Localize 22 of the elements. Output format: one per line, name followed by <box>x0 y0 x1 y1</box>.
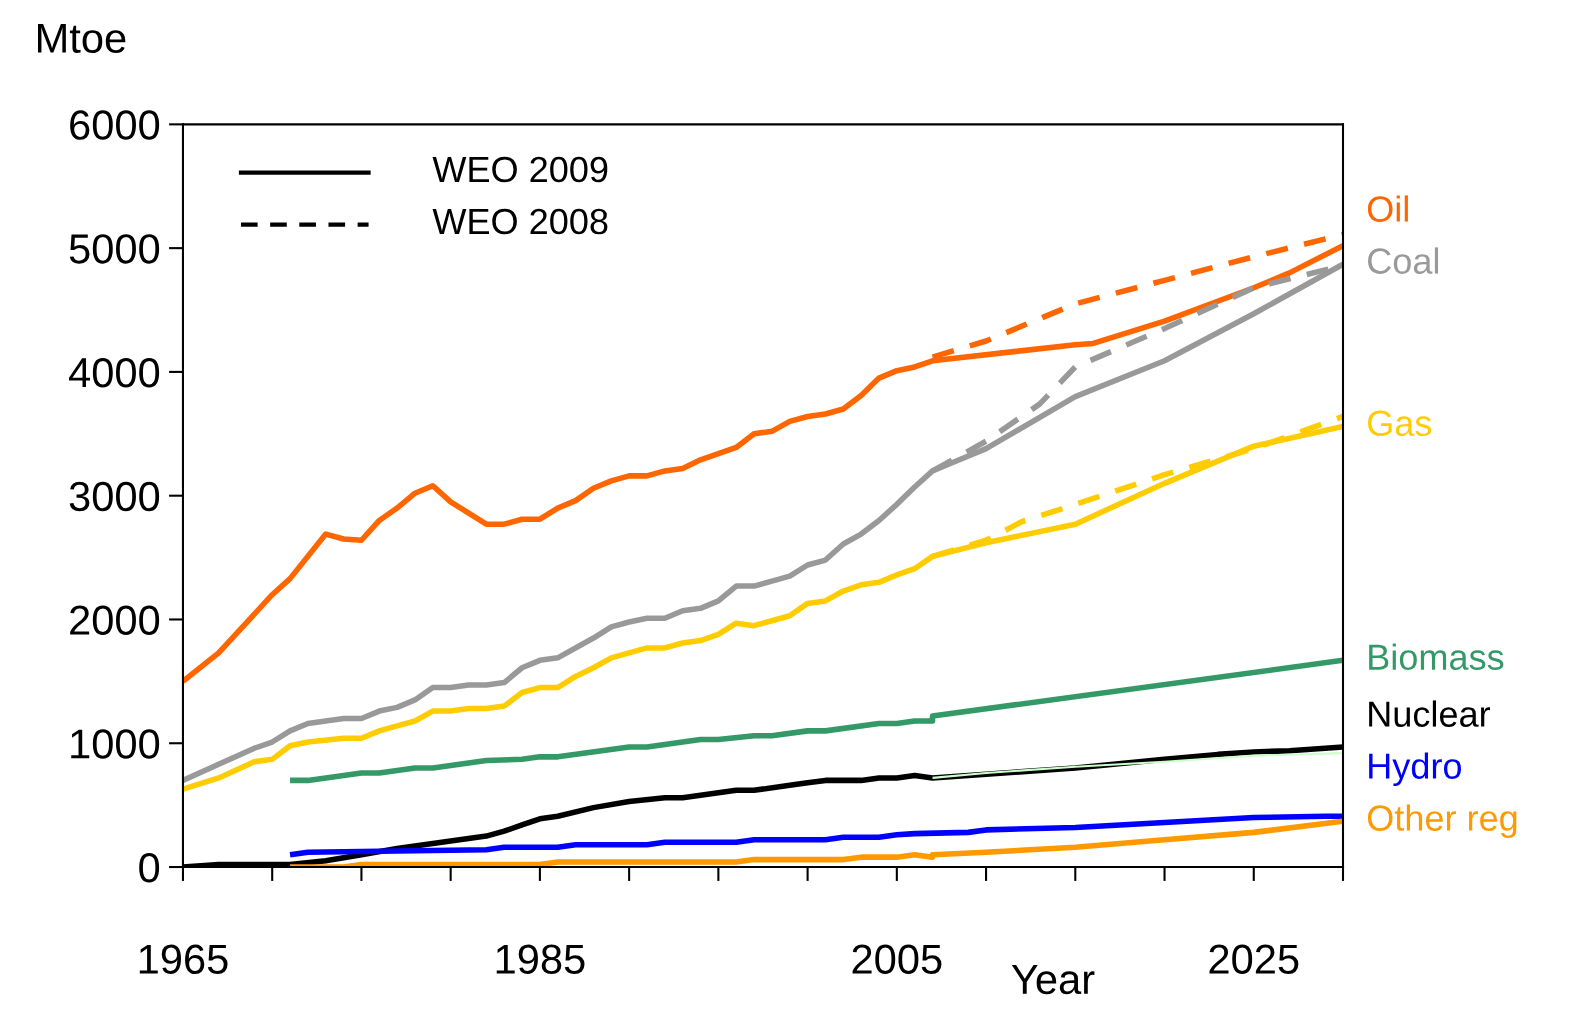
x-tick-label: 1985 <box>496 944 585 975</box>
annotation: WEO 2009 <box>432 156 608 183</box>
y-tick-label: 0 <box>139 853 160 883</box>
y-tick-label: 1000 <box>71 729 160 759</box>
series-label: Hydro <box>1369 752 1462 787</box>
series-label: Gas <box>1368 410 1432 437</box>
x-axis-title: Year <box>1011 965 1095 995</box>
series-label: Coal <box>1368 247 1439 274</box>
annotation: WEO 2008 <box>432 208 608 235</box>
series-label: Biomass <box>1369 643 1504 671</box>
y-tick-label: 5000 <box>69 234 160 264</box>
x-tick-label: 2025 <box>1209 944 1299 975</box>
series-label: Oil <box>1367 195 1408 222</box>
y-tick-label: 6000 <box>70 110 160 140</box>
series-label: Nuclear <box>1369 700 1491 727</box>
series-label: Other reg <box>1367 804 1517 839</box>
y-tick-label: 2000 <box>70 605 160 635</box>
x-tick-label: 1965 <box>139 944 228 975</box>
y-axis-title: Mtoe <box>37 23 126 53</box>
y-tick-label: 3000 <box>69 481 160 512</box>
y-tick-label: 4000 <box>69 357 160 388</box>
x-tick-label: 2005 <box>852 944 942 975</box>
